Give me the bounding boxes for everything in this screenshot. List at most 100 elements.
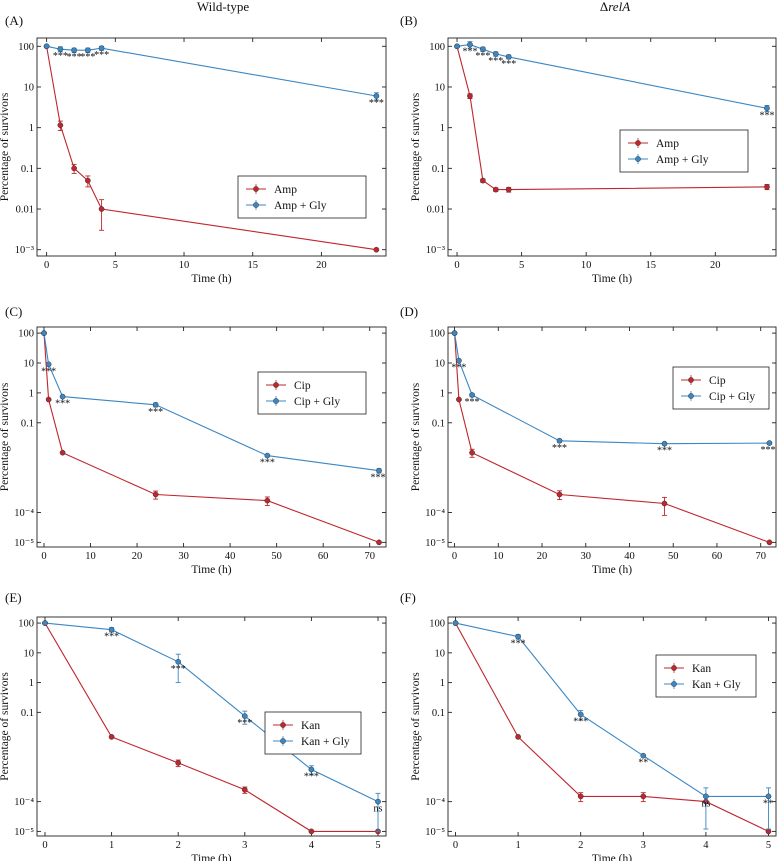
significance-label: ** [638, 758, 648, 769]
legend-marker [671, 681, 677, 687]
legend-label: Cip [294, 380, 311, 392]
y-tick-label: 10⁻³ [426, 245, 445, 256]
data-point [764, 184, 770, 190]
data-point [71, 165, 77, 172]
y-tick-label: 0.1 [21, 708, 34, 719]
legend-item: Cip + Gly [266, 396, 340, 408]
panel-b: (B) 100 10 1 0.1 0.01 10⁻³ 0 5 10 15 20 Time (h) Perc… [400, 13, 777, 285]
data-point [57, 122, 64, 129]
series-cip [41, 330, 382, 546]
y-tick-label: 10⁻³ [15, 245, 34, 256]
legend-marker [688, 377, 694, 383]
x-tick-label: 4 [309, 840, 315, 851]
data-point [71, 47, 77, 54]
y-tick-label: 10 [24, 358, 35, 369]
data-point [376, 467, 382, 474]
y-tick-label: 10 [24, 648, 35, 659]
y-tick-label: 0.1 [432, 708, 445, 719]
data-point [98, 206, 105, 212]
data-point [59, 449, 66, 456]
significance-label: *** [237, 718, 252, 729]
x-axis-label: Time (h) [592, 273, 632, 285]
panel-label: (F) [400, 590, 416, 605]
panel-c: (C) 100 10 1 0.1 10⁻⁴ 10⁻⁵ 0 10 20 30 40 50 60 70 Time … [0, 304, 387, 576]
x-tick-label: 5 [766, 840, 771, 851]
data-point [515, 734, 521, 740]
y-axis-label: Percentage of survivors [410, 382, 422, 491]
legend-item: Kan [664, 663, 711, 675]
legend: Amp Amp + Gly [237, 175, 367, 219]
series-line [44, 622, 378, 832]
significance-label: *** [475, 51, 490, 62]
data-point [492, 51, 499, 57]
significance-label: *** [55, 399, 70, 410]
panel-label: (E) [5, 590, 22, 605]
data-point [515, 633, 521, 640]
y-tick-label: 1 [29, 123, 34, 134]
data-point [556, 437, 563, 444]
legend-item: Amp + Gly [246, 200, 327, 212]
x-tick-label: 30 [178, 551, 189, 562]
panel-label: (C) [5, 304, 22, 319]
y-axis-label: Percentage of survivors [0, 92, 11, 201]
y-tick-label: 1 [440, 388, 445, 399]
data-point [703, 793, 709, 800]
data-point [175, 760, 182, 766]
significance-label: *** [53, 51, 68, 62]
data-point [469, 392, 475, 398]
data-point [765, 793, 772, 800]
x-tick-label: 10 [581, 260, 592, 271]
data-point [505, 186, 512, 193]
y-axis-label: Percentage of survivors [0, 382, 11, 491]
legend: Kan Kan + Gly [264, 711, 362, 755]
significance-label: *** [371, 473, 386, 484]
legend-item: Cip [266, 380, 311, 392]
significance-label: *** [462, 47, 477, 58]
x-axis-label: Time (h) [592, 564, 632, 576]
data-point [264, 452, 271, 459]
y-tick-label: 10⁻⁵ [425, 538, 445, 549]
data-point [84, 177, 91, 184]
data-point [308, 828, 315, 835]
y-tick-label: 1 [440, 123, 445, 134]
x-tick-label: 15 [645, 260, 656, 271]
legend-marker [635, 140, 641, 146]
x-tick-label: 0 [44, 260, 49, 271]
significance-label: *** [759, 110, 774, 121]
legend-marker [273, 398, 279, 404]
panel-f: (F) 100 10 1 0.1 10⁻⁴ 10⁻⁵ 0 1 2 3 4 5 Time (h) Percen… [400, 590, 777, 861]
column-title-wild-type: Wild-type [197, 0, 249, 14]
significance-label: *** [260, 458, 275, 469]
series-line [455, 622, 769, 832]
axes-frame [36, 37, 387, 257]
legend-label: Kan [692, 663, 711, 675]
significance-label: *** [552, 443, 567, 454]
legend-box [672, 366, 770, 410]
series-kan [452, 620, 772, 835]
y-tick-label: 10⁻⁴ [14, 508, 34, 519]
y-tick-label: 1 [29, 388, 34, 399]
y-tick-label: 10 [24, 82, 35, 93]
legend-box [655, 654, 757, 698]
legend-label: Cip + Gly [709, 391, 755, 403]
x-tick-label: 0 [454, 260, 459, 271]
axes-frame [447, 616, 777, 837]
data-point [264, 497, 271, 504]
series-cip-gly [451, 330, 773, 447]
y-tick-label: 10 [435, 358, 446, 369]
significance-label: *** [67, 52, 82, 63]
x-tick-label: 15 [247, 260, 258, 271]
legend: Amp Amp + Gly [619, 129, 749, 173]
legend-label: Kan + Gly [301, 736, 350, 748]
x-tick-label: 0 [453, 840, 458, 851]
legend-label: Amp + Gly [656, 154, 709, 166]
significance-label: ** [763, 798, 773, 809]
x-tick-label: 3 [242, 840, 247, 851]
legend-box [264, 711, 362, 755]
panel-a: (A) 100 10 1 0.1 0.01 10⁻³ 0 5 10 15 20 Time (h) Perc… [0, 13, 387, 285]
y-axis-label: Percentage of survivors [410, 92, 422, 201]
y-tick-label: 100 [429, 329, 445, 340]
y-tick-label: 100 [18, 619, 34, 630]
x-tick-label: 10 [179, 260, 190, 271]
data-point [765, 828, 772, 835]
